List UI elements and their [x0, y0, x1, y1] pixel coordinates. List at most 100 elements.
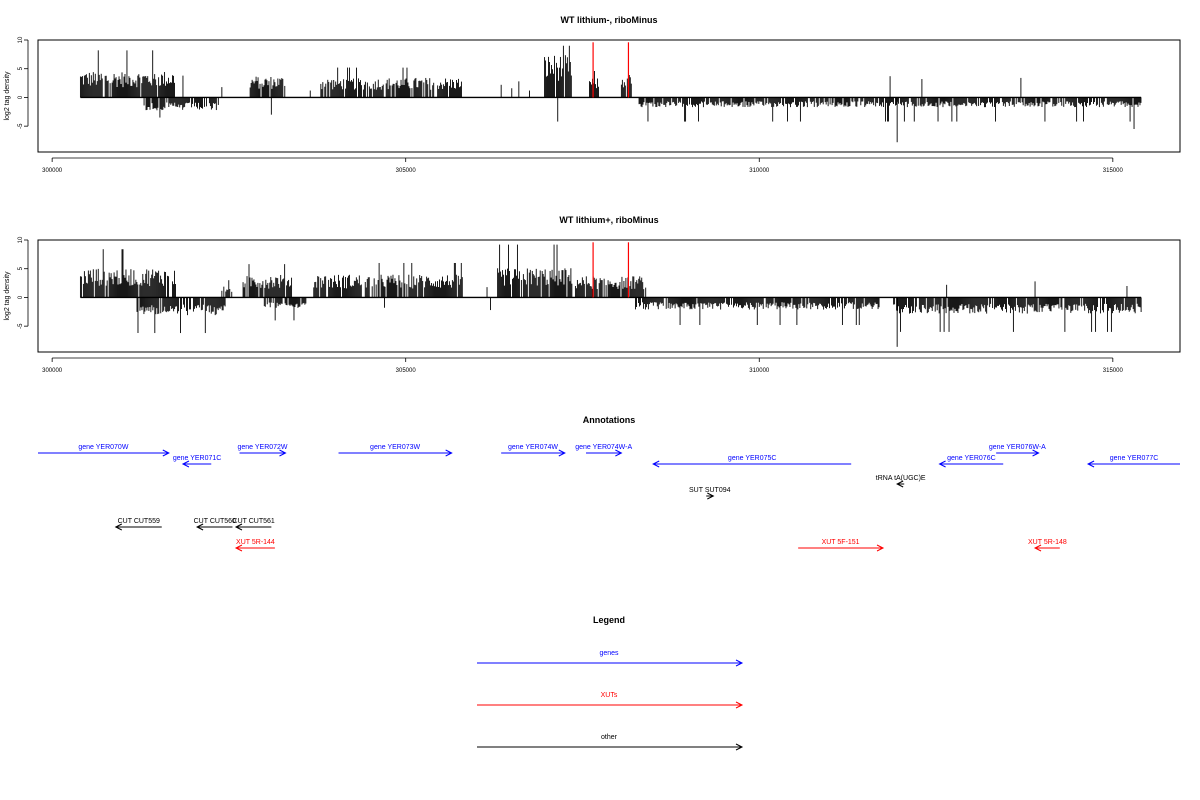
x-tick-label: 315000: [1103, 368, 1124, 374]
arrow-head: [195, 523, 204, 531]
annotation-feature: gene YER074W: [501, 444, 566, 457]
arrow-head: [615, 449, 623, 457]
arrow-head: [1032, 449, 1040, 457]
annotation-feature: gene YER071C: [173, 455, 222, 468]
y-tick-label: 5: [18, 266, 24, 270]
legend-label: other: [601, 734, 618, 741]
x-tick-label: 300000: [42, 368, 63, 374]
arrow-head: [234, 544, 243, 552]
legend-item: XUTs: [477, 692, 744, 709]
track-panel-2: WT lithium+, riboMinus -5 0 5 10 log2 tag den…: [4, 215, 1181, 374]
annotation-label: gene YER072W: [237, 444, 287, 451]
annotation-label: XUT 5R-144: [236, 539, 275, 546]
x-tick-label: 315000: [1103, 168, 1124, 174]
arrow-head: [114, 523, 123, 531]
annotation-label: gene YER075C: [728, 455, 777, 462]
panel-title: WT lithium+, riboMinus: [559, 215, 658, 225]
annotation-label: CUT CUT559: [118, 518, 160, 525]
annotation-arrow: [195, 523, 233, 531]
annotation-label: CUT CUT560: [194, 518, 236, 525]
arrow-head: [735, 659, 744, 667]
legend-item: genes: [477, 650, 744, 667]
annotation-arrow: [234, 544, 275, 552]
legend-arrow: [477, 659, 744, 667]
legend-label: XUTs: [601, 692, 618, 699]
density-bars: [79, 244, 1142, 347]
y-tick-label: 10: [18, 236, 24, 243]
y-tick-label: 0: [18, 95, 24, 99]
annotation-label: gene YER073W: [370, 444, 420, 451]
track-panel-1: WT lithium-, riboMinus -5 0 5 10 log2 tag den…: [4, 15, 1181, 174]
legend-arrow: [477, 701, 744, 709]
annotation-feature: XUT 5F-151: [798, 539, 885, 552]
legend-arrow: [477, 743, 744, 751]
arrow-head: [279, 449, 287, 457]
annotation-feature: gene YER075C: [652, 455, 852, 468]
y-tick-label: -5: [18, 123, 24, 129]
annotation-label: gene YER070W: [78, 444, 128, 451]
annotation-label: gene YER076C: [947, 455, 996, 462]
annotation-label: gene YER071C: [173, 455, 222, 462]
density-bars: [79, 45, 1142, 143]
annotation-feature: CUT CUT560: [194, 518, 236, 531]
annotation-label: CUT CUT561: [233, 518, 275, 525]
annotation-arrow: [38, 449, 170, 457]
annotation-label: XUT 5F-151: [822, 539, 860, 546]
annotation-label: gene YER077C: [1110, 455, 1159, 462]
arrow-head: [896, 480, 904, 488]
legend-item: other: [477, 734, 744, 751]
y-tick-label: 5: [18, 66, 24, 70]
annotation-arrow: [501, 449, 566, 457]
annotation-label: gene YER074W: [508, 444, 558, 451]
annotation-arrow: [181, 460, 212, 468]
annotation-arrow: [1033, 544, 1060, 552]
annotation-arrow: [798, 544, 885, 552]
arrow-head: [938, 460, 946, 468]
arrow-head: [445, 449, 453, 457]
y-tick-label: 0: [18, 295, 24, 299]
x-tick-label: 305000: [396, 368, 417, 374]
legend-panel: Legend genes XUTs other: [477, 615, 744, 751]
arrow-head: [876, 544, 885, 552]
arrow-head: [735, 743, 744, 751]
annotation-label: SUT SUT094: [689, 487, 731, 494]
annotation-feature: CUT CUT561: [233, 518, 275, 531]
annotation-arrow: [234, 523, 272, 531]
annotation-feature: XUT 5R-148: [1028, 539, 1067, 552]
y-axis-label: log2 tag density: [4, 71, 11, 121]
annotation-arrow: [706, 492, 715, 500]
annotation-arrow: [586, 449, 623, 457]
arrow-head: [652, 460, 660, 468]
plot-frame: [37, 239, 1181, 353]
y-tick-label: 10: [18, 36, 24, 43]
annotation-feature: SUT SUT094: [689, 487, 731, 500]
legend-title: Legend: [593, 615, 625, 625]
x-tick-label: 305000: [396, 168, 417, 174]
annotation-arrow: [114, 523, 162, 531]
arrow-head: [181, 460, 190, 468]
annotation-feature: CUT CUT559: [114, 518, 162, 531]
x-tick-label: 310000: [749, 368, 770, 374]
annotation-arrow: [338, 449, 453, 457]
annotations-panel: Annotations gene YER070W gene YER071C gene …: [38, 415, 1180, 552]
arrow-head: [162, 449, 170, 457]
annotation-arrow: [896, 480, 905, 488]
annotation-feature: gene YER070W: [38, 444, 170, 457]
annotation-arrow: [652, 460, 852, 468]
x-tick-label: 300000: [42, 168, 63, 174]
arrow-head: [1033, 544, 1042, 552]
arrow-head: [735, 701, 744, 709]
annotation-arrow: [1086, 460, 1180, 468]
annotation-feature: gene YER076C: [938, 455, 1004, 468]
y-axis-label: log2 tag density: [4, 271, 11, 321]
annotation-arrow: [239, 449, 287, 457]
annotation-feature: tRNA tA(UGC)E: [876, 475, 926, 488]
annotation-arrow: [996, 449, 1040, 457]
y-tick-label: -5: [18, 323, 24, 329]
panel-title: WT lithium-, riboMinus: [561, 15, 658, 25]
annotation-label: gene YER076W-A: [989, 444, 1046, 451]
annotation-arrow: [938, 460, 1004, 468]
x-tick-label: 310000: [749, 168, 770, 174]
annotation-feature: gene YER072W: [237, 444, 288, 457]
